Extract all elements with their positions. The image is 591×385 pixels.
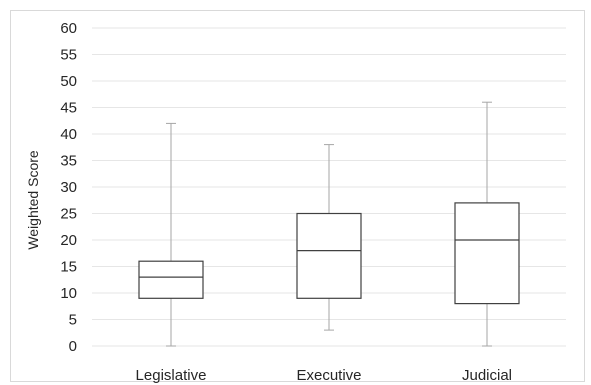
y-tick-label: 60 (60, 20, 77, 37)
box-iqr (138, 260, 204, 299)
box-iqr (296, 212, 362, 299)
x-category-label-judicial: Judicial (462, 367, 512, 384)
boxes (138, 101, 520, 347)
box-executive (296, 144, 362, 331)
y-tick-label: 55 (60, 47, 77, 64)
box-iqr (454, 202, 520, 305)
box-judicial (454, 101, 520, 347)
y-tick-label: 0 (69, 338, 77, 355)
y-tick-label: 20 (60, 232, 77, 249)
y-tick-label: 35 (60, 153, 77, 170)
y-tick-label: 30 (60, 179, 77, 196)
y-tick-label: 50 (60, 73, 77, 90)
y-tick-label: 40 (60, 126, 77, 143)
y-tick-label: 10 (60, 285, 77, 302)
y-tick-label: 45 (60, 100, 77, 117)
box-legislative (138, 122, 204, 347)
y-axis-title: Weighted Score (25, 150, 41, 250)
y-tick-label: 15 (60, 259, 77, 276)
y-tick-label: 5 (69, 312, 77, 329)
y-tick-label: 25 (60, 206, 77, 223)
y-axis-ticks: 0 5 10 15 20 25 30 35 40 45 50 55 60 (60, 20, 77, 355)
x-category-label-legislative: Legislative (136, 367, 207, 384)
x-axis-categories: Legislative Executive Judicial (136, 367, 512, 384)
x-category-label-executive: Executive (296, 367, 361, 384)
